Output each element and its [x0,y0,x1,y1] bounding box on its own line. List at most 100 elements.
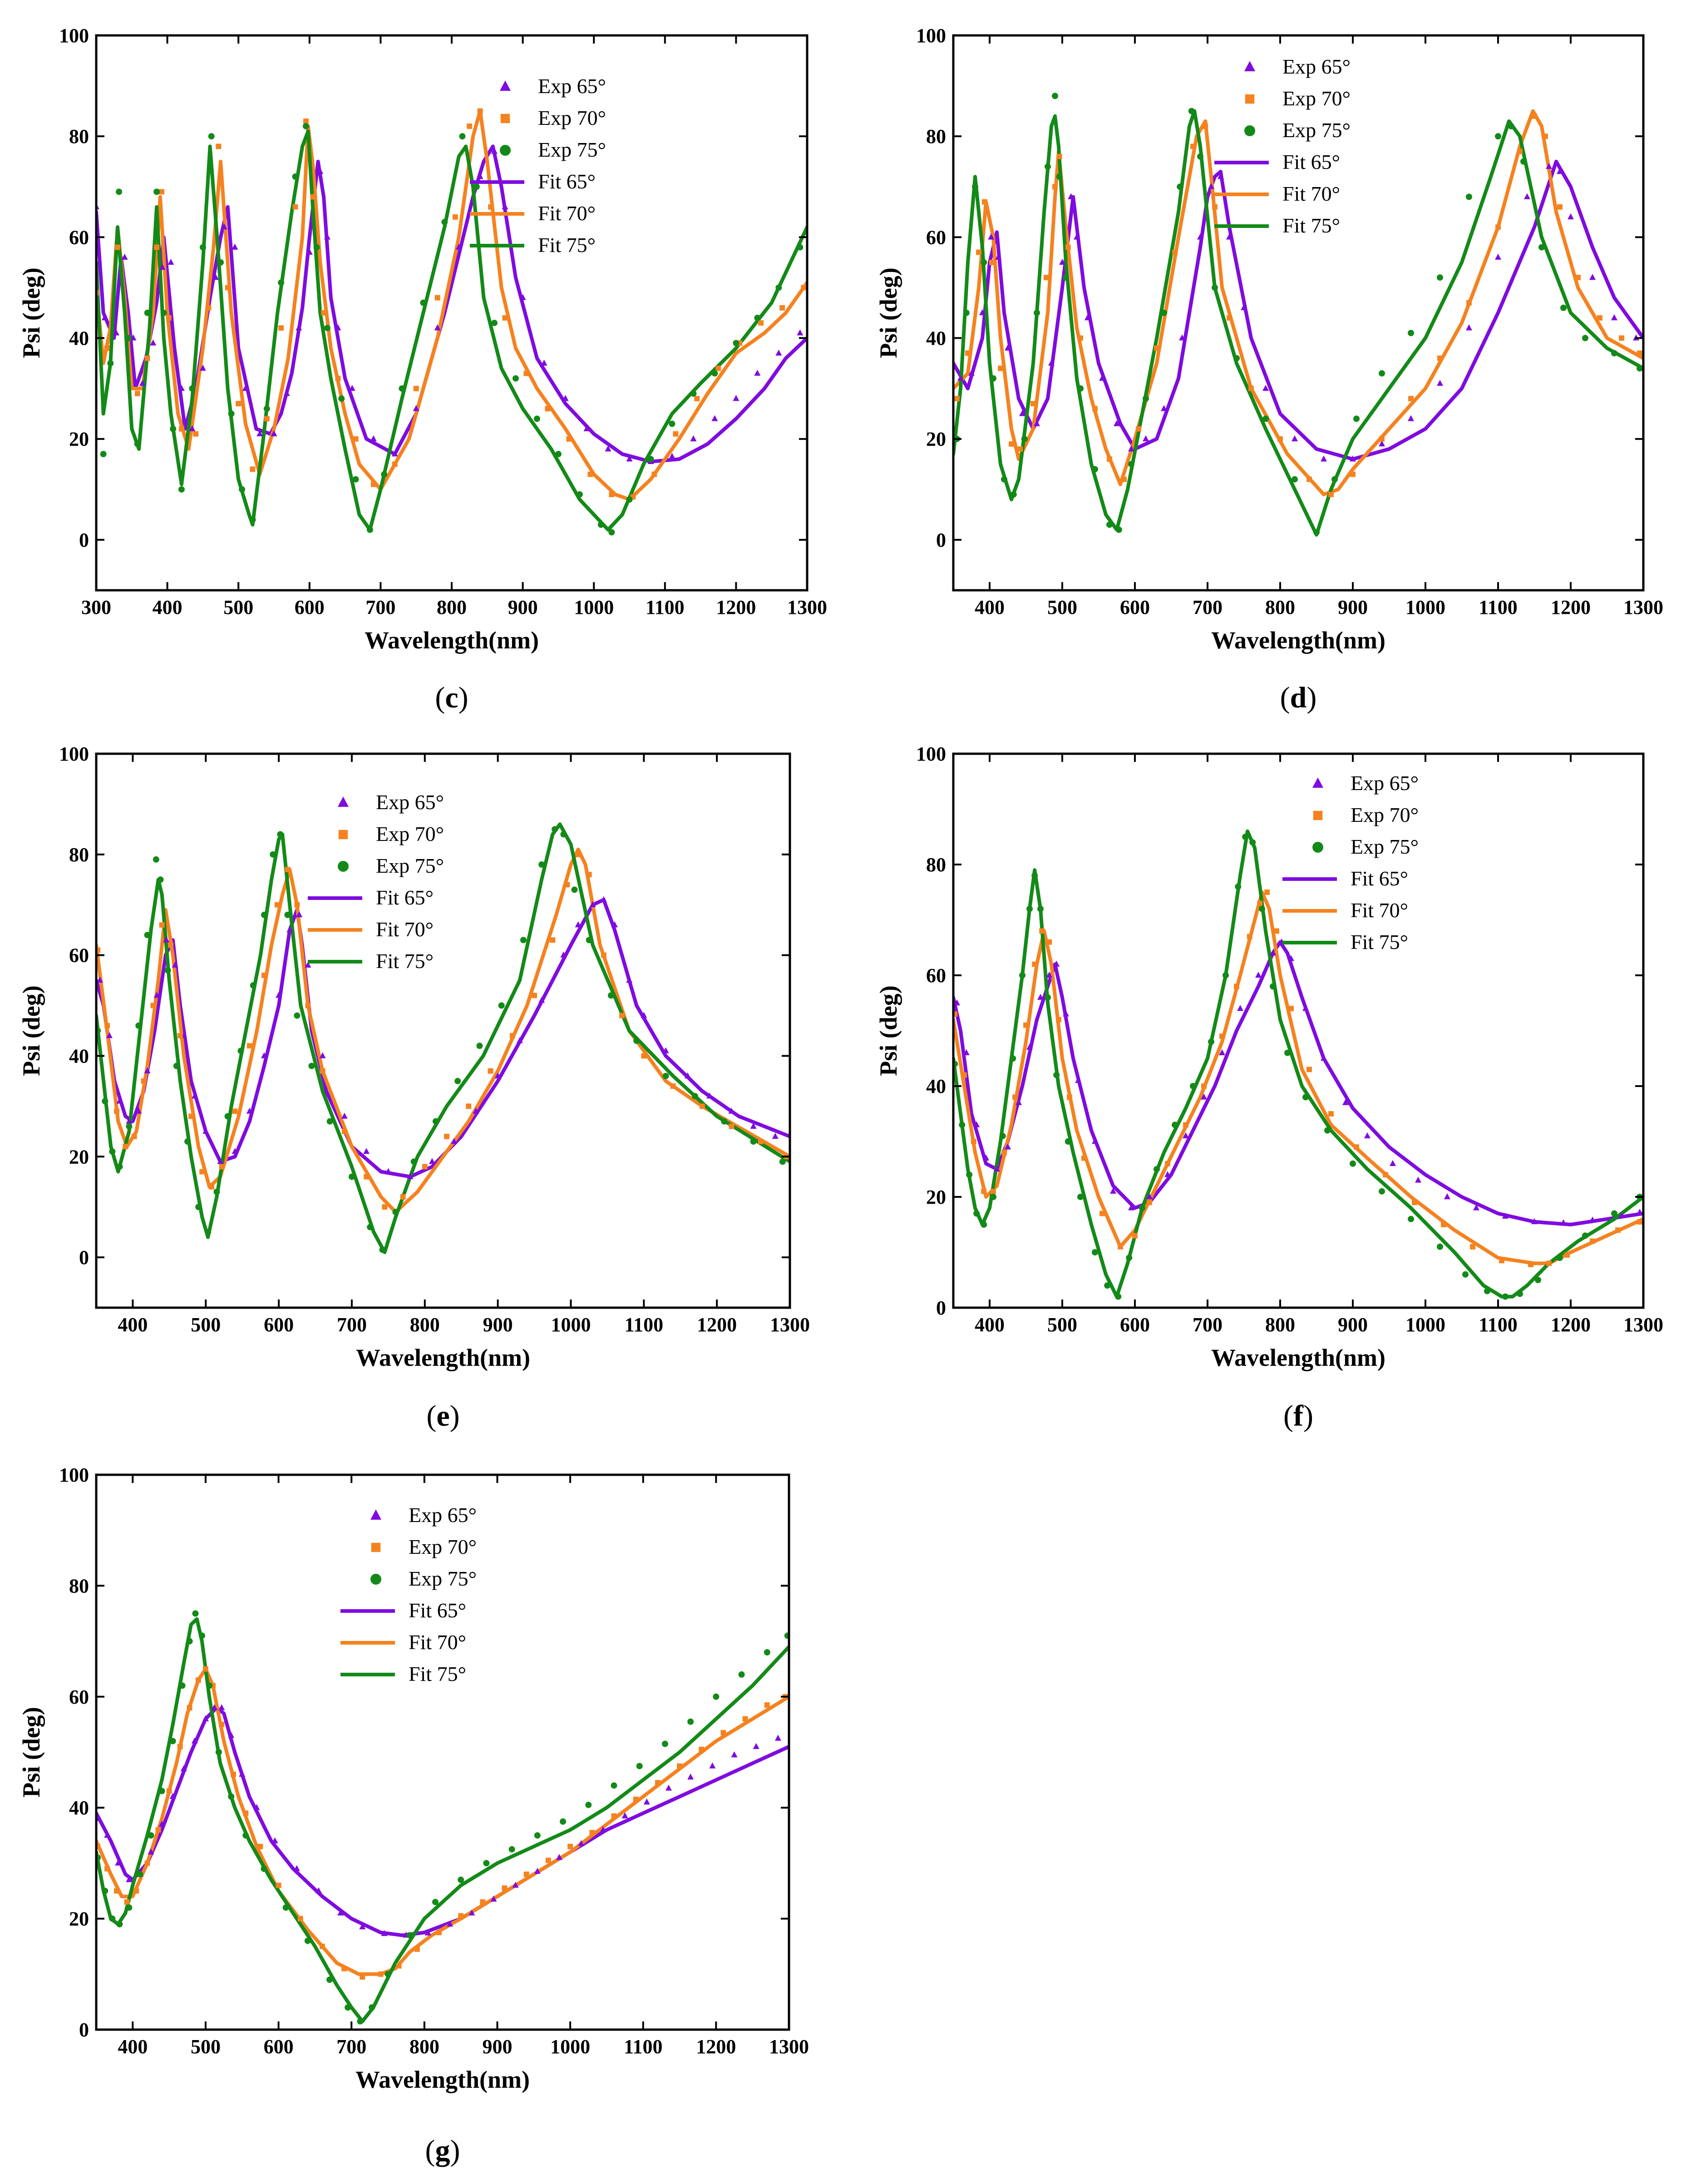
x-tick-label-f-5: 900 [1338,1314,1368,1336]
point-d-exp65-28 [1379,440,1385,447]
point-f-exp75-38 [1462,1271,1469,1278]
point-g-exp65-17 [293,1865,300,1871]
point-f-exp65-29 [1364,1132,1371,1139]
point-c-exp75-5 [134,440,141,447]
point-g-exp75-6 [148,1832,154,1839]
point-c-exp65-30 [477,173,483,179]
point-f-exp70-39 [1590,1238,1595,1244]
point-e-exp70-39 [670,1083,676,1089]
legend-label-c-exp70: Exp 70° [538,106,606,129]
series-line-e-fit65 [96,898,790,1179]
point-g-exp70-40 [764,1702,770,1708]
series-line-g-fit70 [96,1667,789,1976]
point-f-exp75-40 [1502,1293,1509,1300]
point-e-exp75-21 [284,911,291,918]
point-f-exp65-9 [1046,971,1053,978]
x-tick-label-g-5: 900 [482,2036,512,2058]
x-tick-label-f-0: 400 [975,1314,1005,1336]
point-e-exp65-10 [192,1092,198,1099]
point-d-exp70-5 [998,366,1003,371]
point-e-exp70-7 [159,922,165,928]
point-e-exp75-3 [116,1163,123,1170]
point-c-exp75-29 [420,299,427,306]
point-e-exp75-24 [326,1118,333,1125]
point-e-exp65-24 [407,1173,414,1179]
x-tick-label-e-3: 700 [337,1314,367,1336]
point-c-exp70-18 [292,204,298,210]
point-d-exp75-2 [972,183,978,190]
legend-item-e-fit65: Fit 65° [308,886,434,909]
point-d-exp75-16 [1115,526,1122,533]
legend-marker-f-exp70 [1313,810,1323,820]
x-tick-label-g-0: 400 [118,2036,148,2058]
point-f-exp65-10 [1053,960,1060,967]
point-c-exp75-40 [626,496,633,503]
point-f-exp65-20 [1219,1049,1225,1056]
x-tick-label-d-3: 700 [1193,596,1223,618]
point-e-exp65-13 [232,1148,238,1154]
point-f-exp65-1 [963,1049,970,1056]
y-tick-label-f-1: 20 [926,1186,946,1208]
point-e-exp65-28 [494,1072,501,1079]
point-d-exp65-32 [1495,253,1501,260]
point-e-exp65-18 [296,911,303,918]
legend-marker-f-exp65 [1312,777,1323,788]
series-line-f-fit70 [953,890,1643,1265]
point-d-exp75-12 [1063,274,1069,281]
point-f-exp75-3 [973,1210,980,1217]
point-c-exp65-44 [754,370,761,376]
point-f-exp75-19 [1126,1255,1133,1261]
point-c-exp75-34 [512,375,519,382]
legend-marker-c-exp65 [500,80,511,91]
point-f-exp70-25 [1264,889,1270,895]
point-e-exp65-27 [473,1107,479,1114]
y-tick-label-c-1: 20 [69,428,89,450]
point-e-exp75-17 [250,982,256,989]
y-tick-label-e-5: 100 [59,743,89,765]
point-g-exp75-27 [458,1877,464,1883]
point-f-exp65-26 [1302,1005,1309,1011]
point-f-exp70-5 [1001,1150,1007,1156]
point-d-exp70-4 [989,259,995,265]
series-markers-g-exp70 [96,1666,788,1980]
legend-label-e-fit75: Fit 75° [376,949,434,973]
point-d-exp70-24 [1248,385,1254,391]
point-c-exp70-38 [630,494,636,500]
x-tick-label-c-5: 800 [437,596,467,618]
point-g-exp70-19 [320,1943,325,1949]
point-f-exp70-9 [1039,928,1045,934]
point-f-exp70-1 [961,1072,967,1078]
point-c-exp70-36 [587,471,593,477]
point-c-exp70-31 [488,204,494,210]
legend-label-d-fit70: Fit 70° [1282,182,1340,205]
point-d-exp70-34 [1517,148,1523,154]
point-c-exp75-26 [366,526,373,533]
point-f-exp75-25 [1223,972,1229,978]
point-g-exp65-13 [228,1732,235,1738]
point-c-exp75-12 [199,244,206,251]
legend-item-g-exp70: Exp 70° [371,1535,477,1558]
point-f-exp70-37 [1546,1260,1552,1266]
point-d-exp65-23 [1241,304,1247,311]
point-d-exp65-9 [1059,258,1065,265]
point-c-exp75-42 [669,420,675,427]
point-d-exp65-27 [1350,455,1356,462]
point-d-exp65-1 [968,370,975,376]
point-d-exp75-25 [1262,415,1269,422]
point-f-exp70-27 [1288,1006,1294,1012]
legend-label-d-exp70: Exp 70° [1282,87,1351,110]
point-e-exp75-42 [662,1072,669,1079]
legend-item-f-exp75: Exp 75° [1312,835,1419,858]
caption-letter-c: c [445,681,458,714]
point-f-exp70-22 [1234,983,1239,989]
panel-caption-f: (f) [1283,1399,1313,1433]
point-f-exp65-3 [983,1154,989,1161]
point-d-exp70-20 [1190,143,1196,149]
x-tick-label-f-1: 500 [1047,1314,1077,1336]
point-e-exp65-11 [202,1127,209,1134]
point-g-exp65-7 [169,1793,176,1799]
x-tick-label-g-4: 800 [409,2036,439,2058]
point-f-exp70-0 [953,1011,958,1017]
point-d-exp65-20 [1208,183,1214,189]
